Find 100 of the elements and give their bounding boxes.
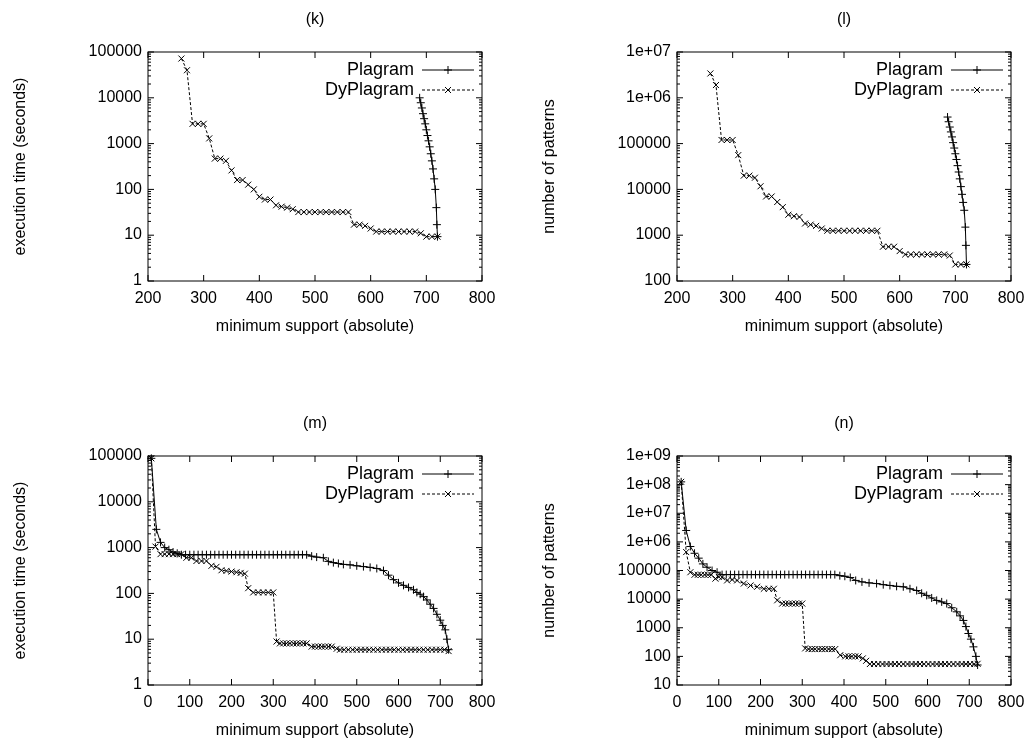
point xyxy=(757,182,764,190)
x-tick-label: 800 xyxy=(997,289,1025,306)
y-tick-label: 1000 xyxy=(635,617,672,635)
x-tick-label: 700 xyxy=(941,289,969,306)
point xyxy=(950,149,960,159)
legend-label: Plagram xyxy=(875,462,943,483)
x-axis-title: minimum support (absolute) xyxy=(744,721,944,738)
point xyxy=(955,174,965,184)
x-tick-label: 200 xyxy=(747,693,774,710)
legend-label: DyPlagram xyxy=(853,482,943,503)
point xyxy=(183,66,191,74)
point xyxy=(949,143,959,153)
point xyxy=(417,103,427,113)
y-tick-label: 1 xyxy=(133,675,143,693)
y-tick-label: 1e+07 xyxy=(626,42,672,60)
x-tick-label: 300 xyxy=(259,693,287,710)
point xyxy=(954,167,964,177)
point xyxy=(779,203,787,211)
y-tick-label: 100000 xyxy=(617,133,672,151)
y-axis-title: execution time (seconds) xyxy=(11,77,28,256)
point xyxy=(953,161,963,171)
x-tick-label: 600 xyxy=(357,289,385,306)
chart-title: (k) xyxy=(305,10,325,27)
x-tick-label: 500 xyxy=(301,289,329,306)
point xyxy=(244,181,252,189)
y-tick-label: 10 xyxy=(124,629,143,647)
point xyxy=(948,138,958,148)
y-tick-label: 100000 xyxy=(88,42,143,60)
point xyxy=(961,240,971,250)
y-tick-label: 100 xyxy=(644,646,672,664)
point xyxy=(421,125,431,135)
y-axis-title: number of patterns xyxy=(540,503,557,638)
x-tick-label: 500 xyxy=(872,693,900,710)
point xyxy=(426,149,436,159)
y-tick-label: 100 xyxy=(115,179,143,197)
y-tick-label: 1e+08 xyxy=(626,474,672,492)
y-axis-title: execution time (seconds) xyxy=(11,481,28,660)
y-tick-label: 100000 xyxy=(88,446,143,464)
x-tick-label: 300 xyxy=(719,289,747,306)
x-axis-title: minimum support (absolute) xyxy=(215,317,415,334)
x-tick-label: 0 xyxy=(672,693,682,710)
x-tick-label: 400 xyxy=(774,289,802,306)
point xyxy=(177,55,185,63)
y-tick-label: 10000 xyxy=(97,88,143,106)
x-tick-label: 400 xyxy=(301,693,329,710)
x-tick-label: 400 xyxy=(830,693,858,710)
point xyxy=(205,134,213,142)
point xyxy=(432,220,442,230)
y-axis-title: number of patterns xyxy=(540,99,557,234)
x-tick-label: 500 xyxy=(343,693,371,710)
y-tick-label: 10000 xyxy=(626,179,672,197)
point xyxy=(428,164,438,174)
point xyxy=(947,132,957,142)
chart-title: (l) xyxy=(836,10,852,27)
y-tick-label: 10000 xyxy=(626,589,672,607)
point xyxy=(951,154,961,164)
point xyxy=(415,93,425,103)
x-tick-label: 600 xyxy=(914,693,941,710)
chart-title: (n) xyxy=(834,414,854,431)
point xyxy=(706,69,714,77)
point xyxy=(424,136,434,146)
x-axis-title: minimum support (absolute) xyxy=(744,317,944,334)
y-tick-label: 1e+07 xyxy=(626,503,672,521)
x-tick-label: 100 xyxy=(176,693,204,710)
x-tick-label: 0 xyxy=(143,693,153,710)
point xyxy=(429,174,439,184)
point xyxy=(420,119,430,129)
point xyxy=(945,122,955,132)
y-tick-label: 10000 xyxy=(97,492,143,510)
legend-label: DyPlagram xyxy=(324,78,414,99)
x-tick-label: 800 xyxy=(468,289,496,306)
x-tick-label: 600 xyxy=(886,289,914,306)
x-tick-label: 800 xyxy=(468,693,496,710)
legend-label: Plagram xyxy=(346,462,414,483)
legend-label: Plagram xyxy=(875,58,943,79)
legend-label: Plagram xyxy=(346,58,414,79)
y-tick-label: 1000 xyxy=(106,537,143,555)
point xyxy=(422,131,432,141)
x-tick-label: 500 xyxy=(830,289,858,306)
x-tick-label: 800 xyxy=(997,693,1025,710)
y-tick-label: 1e+06 xyxy=(626,88,672,106)
point xyxy=(419,114,429,124)
y-tick-label: 1e+09 xyxy=(626,446,672,464)
point xyxy=(250,185,258,193)
x-tick-label: 300 xyxy=(788,693,816,710)
x-tick-label: 200 xyxy=(218,693,245,710)
y-tick-label: 1000 xyxy=(635,225,672,243)
point xyxy=(958,197,968,207)
x-tick-label: 100 xyxy=(705,693,733,710)
point xyxy=(427,156,437,166)
x-tick-label: 700 xyxy=(412,289,440,306)
point xyxy=(957,189,967,199)
x-tick-label: 600 xyxy=(385,693,412,710)
y-tick-label: 1 xyxy=(133,271,143,289)
x-tick-label: 200 xyxy=(134,289,162,306)
point xyxy=(228,166,235,174)
legend-label: DyPlagram xyxy=(324,482,414,503)
y-tick-label: 100 xyxy=(115,583,143,601)
x-tick-label: 400 xyxy=(245,289,273,306)
point xyxy=(946,127,956,137)
